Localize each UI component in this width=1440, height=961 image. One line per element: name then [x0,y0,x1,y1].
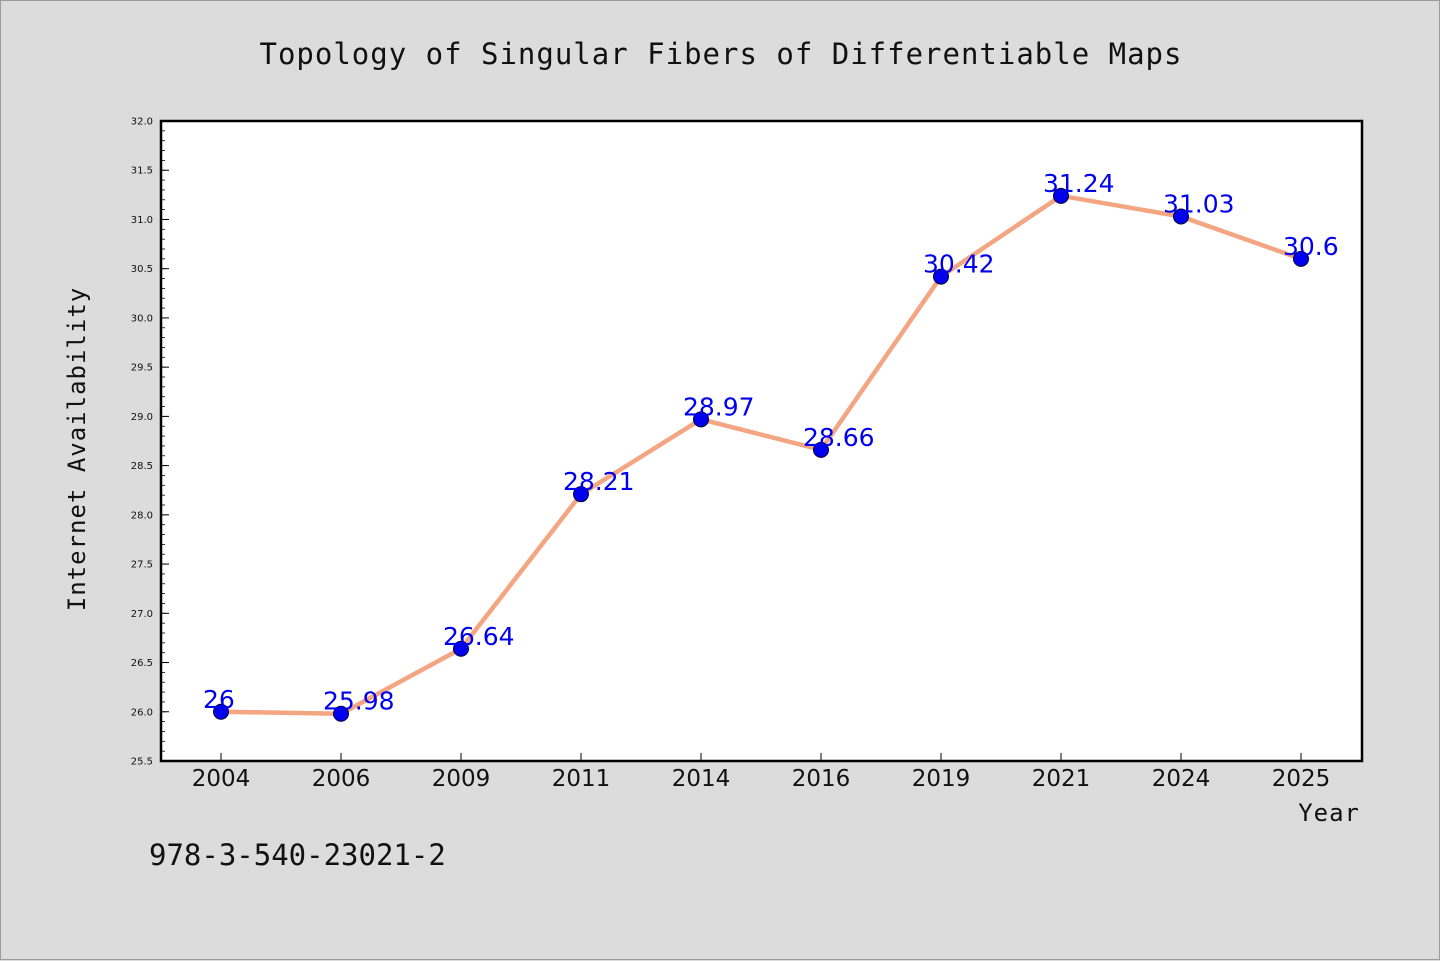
data-label: 28.21 [563,467,635,496]
data-label: 30.42 [923,250,995,279]
data-point[interactable] [1293,250,1309,267]
x-tick-label: 2004 [192,766,251,792]
data-label: 28.66 [803,423,875,452]
x-tick-label: 2025 [1272,766,1331,792]
data-label: 30.6 [1283,232,1339,261]
data-point[interactable] [1173,208,1189,225]
y-tick-label: 31.5 [131,166,153,177]
data-label: 26.64 [443,622,515,651]
x-tick-label: 2019 [912,766,971,792]
data-label: 25.98 [323,687,395,716]
x-tick-label: 2021 [1032,766,1091,792]
x-tick-label: 2009 [432,766,491,792]
data-point[interactable] [333,705,349,722]
y-tick-label: 32.0 [131,117,153,128]
y-tick-label: 31.0 [131,215,153,226]
data-point[interactable] [813,441,829,458]
y-tick-label: 28.0 [131,510,153,521]
y-tick-label: 26.0 [131,707,153,718]
data-point[interactable] [213,703,229,720]
data-label: 31.03 [1163,190,1235,219]
data-label: 28.97 [683,392,755,421]
data-point[interactable] [453,640,469,657]
y-axis: 25.5 26.0 26.5 27.0 27.5 28.0 28.5 29.0 29.5 30.0… [131,117,169,768]
series-line [220,193,1302,716]
x-tick-label: 2014 [672,766,731,792]
x-tick-label: 2006 [312,766,371,792]
x-tick-label: 2016 [792,766,851,792]
x-axis: 2004 2006 2009 2011 2014 2016 2019 2021 2024 2025 [192,753,1331,792]
data-label: 26 [203,685,235,714]
series-layer: 26 25.98 26.64 28.21 28.97 28.66 30.42 31.24 31.… [203,169,1339,722]
data-label: 31.24 [1043,169,1115,198]
data-point[interactable] [693,411,709,428]
y-tick-label: 27.5 [131,560,153,571]
data-point[interactable] [1053,187,1069,204]
isbn-text: 978-3-540-23021-2 [149,838,446,872]
data-point[interactable] [933,268,949,285]
y-tick-label: 30.5 [131,264,153,275]
chart-title: Topology of Singular Fibers of Different… [260,37,1183,71]
y-axis-label: Internet Availability [63,287,91,611]
plot-area [159,119,1364,763]
x-tick-label: 2024 [1152,766,1211,792]
y-tick-label: 25.5 [131,757,153,768]
y-tick-label: 28.5 [131,461,153,472]
data-point[interactable] [573,486,589,503]
x-tick-label: 2011 [552,766,611,792]
y-tick-label: 29.5 [131,363,153,374]
x-axis-label: Year [1298,799,1360,827]
y-tick-label: 30.0 [131,313,153,324]
y-tick-label: 27.0 [131,609,153,620]
y-tick-label: 29.0 [131,412,153,423]
y-tick-label: 26.5 [131,658,153,669]
